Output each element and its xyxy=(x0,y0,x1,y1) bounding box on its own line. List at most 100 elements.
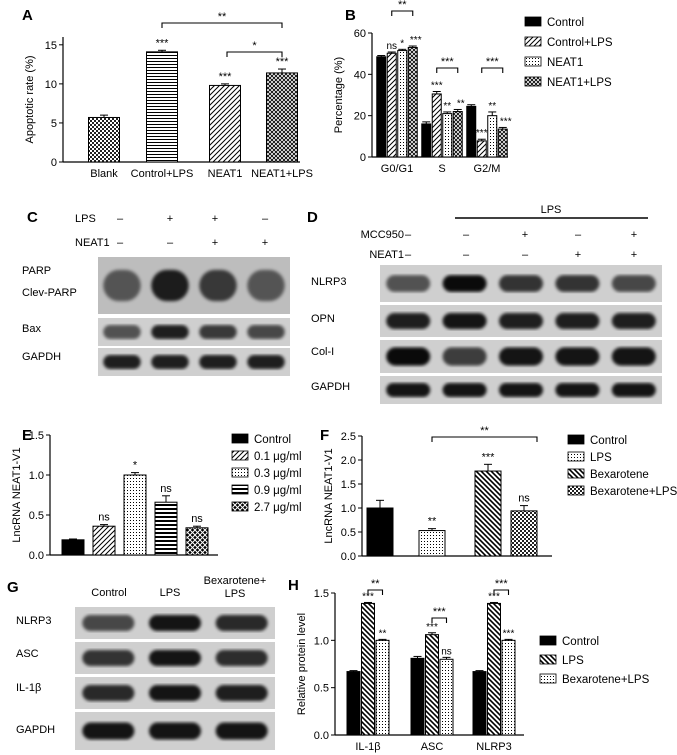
significance-bracket xyxy=(493,589,510,595)
bar xyxy=(375,639,390,736)
panel-g: G Control LPSBexarotene+LPSNLRP3ASCIL-1βGA… xyxy=(7,575,275,750)
legend-swatch xyxy=(524,56,542,67)
gapdh-blot-g-band xyxy=(82,722,135,740)
opn-blot-band xyxy=(555,313,600,329)
bar-significance: *** xyxy=(362,591,374,602)
gapdh-blot-d-band xyxy=(386,383,431,397)
condition-sign: – xyxy=(262,213,269,225)
column-label: LPS xyxy=(225,588,246,600)
significance-bracket xyxy=(226,51,283,57)
band-label: GAPDH xyxy=(311,381,350,393)
band-label: ASC xyxy=(16,648,39,660)
bar-significance: *** xyxy=(156,37,170,49)
gapdh-blot-d-band xyxy=(499,383,543,397)
bar xyxy=(487,602,501,736)
nlrp3-blot-d-band xyxy=(611,275,656,292)
bar-significance: ** xyxy=(443,101,451,112)
bax-blot-band xyxy=(103,325,141,339)
gapdh-blot-g-band xyxy=(215,722,268,740)
legend-label: Control xyxy=(254,434,291,446)
y-tick-label: 10 xyxy=(45,79,57,91)
parp-blot-band xyxy=(151,269,189,302)
condition-sign: – xyxy=(522,249,529,261)
nlrp3-blot-g-band xyxy=(149,615,201,631)
col-blot-band xyxy=(611,347,656,366)
y-tick-label: 2.5 xyxy=(341,431,356,443)
bar-significance: *** xyxy=(488,591,500,602)
bar-significance: *** xyxy=(410,35,422,46)
significance-label: *** xyxy=(495,578,509,590)
parp-blot-band xyxy=(103,269,141,302)
legend-label: LPS xyxy=(562,655,584,667)
nlrp3-blot-d-band xyxy=(442,275,487,292)
bar xyxy=(501,639,516,736)
y-tick-label: 15 xyxy=(45,40,57,52)
panel-e: E 0.0 0.5 1.0 1.5 LncRNA NEAT1-V1 ns * ns ns Contr… xyxy=(11,427,302,562)
bar-significance: ns xyxy=(518,493,530,505)
bar xyxy=(366,507,394,557)
panel-label-h: H xyxy=(288,577,299,594)
bax-blot-band xyxy=(199,325,237,339)
significance-label: * xyxy=(252,40,257,52)
y-tick-label: 40 xyxy=(354,69,366,81)
gapdh-blot-c-band xyxy=(247,355,285,369)
significance-label: *** xyxy=(433,606,447,618)
bar-significance: *** xyxy=(219,71,233,83)
legend-label: Control xyxy=(547,17,584,29)
bar xyxy=(346,671,361,736)
y-tick-label: 0.0 xyxy=(341,551,356,563)
bar xyxy=(92,525,116,556)
bar-significance: *** xyxy=(426,622,438,633)
opn-blot-band xyxy=(611,313,656,329)
y-tick-label: 5 xyxy=(51,118,57,130)
y-axis-label: Relative protein level xyxy=(296,613,308,715)
bar xyxy=(476,140,487,158)
bar-significance: *** xyxy=(476,128,488,139)
condition-sign: + xyxy=(631,249,637,261)
nlrp3-blot-d-band xyxy=(499,275,543,292)
panel-label-b: B xyxy=(345,7,356,24)
col-blot-band xyxy=(499,347,543,366)
legend-swatch xyxy=(524,36,542,47)
significance-bracket xyxy=(481,67,504,73)
panel-label-d: D xyxy=(307,209,318,226)
legend-label: Control xyxy=(562,636,599,648)
legend-label: 0.9 μg/ml xyxy=(254,485,302,497)
condition-sign: + xyxy=(631,229,637,241)
bar xyxy=(397,50,408,158)
x-tick-label: NEAT1+LPS xyxy=(251,168,313,180)
y-tick-label: 2.0 xyxy=(341,455,356,467)
condition-sign: + xyxy=(522,229,528,241)
y-axis-label: Apoptotic rate (%) xyxy=(24,55,36,143)
significance-bracket xyxy=(431,436,538,442)
col-blot-band xyxy=(555,347,600,366)
bar xyxy=(425,634,439,736)
x-tick-label: Control+LPS xyxy=(131,168,194,180)
bar xyxy=(61,539,85,556)
nlrp3-blot-d-band xyxy=(555,275,600,292)
asc-blot-band xyxy=(149,650,201,666)
band-label: Col-I xyxy=(311,346,334,358)
bar xyxy=(407,46,418,158)
y-tick-label: 0.0 xyxy=(314,730,329,742)
panel-h: H 0.0 0.5 1.0 1.5 Relative protein level IL-1β… xyxy=(288,577,650,753)
bar-significance: ** xyxy=(457,98,465,109)
bar xyxy=(361,602,375,736)
condition-sign: – xyxy=(167,237,174,249)
legend-swatch xyxy=(539,635,557,646)
column-label: Bexarotene+ xyxy=(204,575,267,587)
bar-significance: *** xyxy=(431,80,443,91)
legend-swatch xyxy=(524,16,542,27)
panel-label-f: F xyxy=(320,427,329,444)
significance-bracket xyxy=(367,589,384,595)
bax-blot-band xyxy=(247,325,285,339)
bar-significance: *** xyxy=(503,628,515,639)
legend-label: 0.3 μg/ml xyxy=(254,468,302,480)
il1b-blot-band xyxy=(149,685,201,701)
bar-significance: ns xyxy=(160,483,172,495)
column-label: Control xyxy=(91,587,126,599)
significance-bracket xyxy=(436,67,459,73)
bar xyxy=(146,51,178,163)
